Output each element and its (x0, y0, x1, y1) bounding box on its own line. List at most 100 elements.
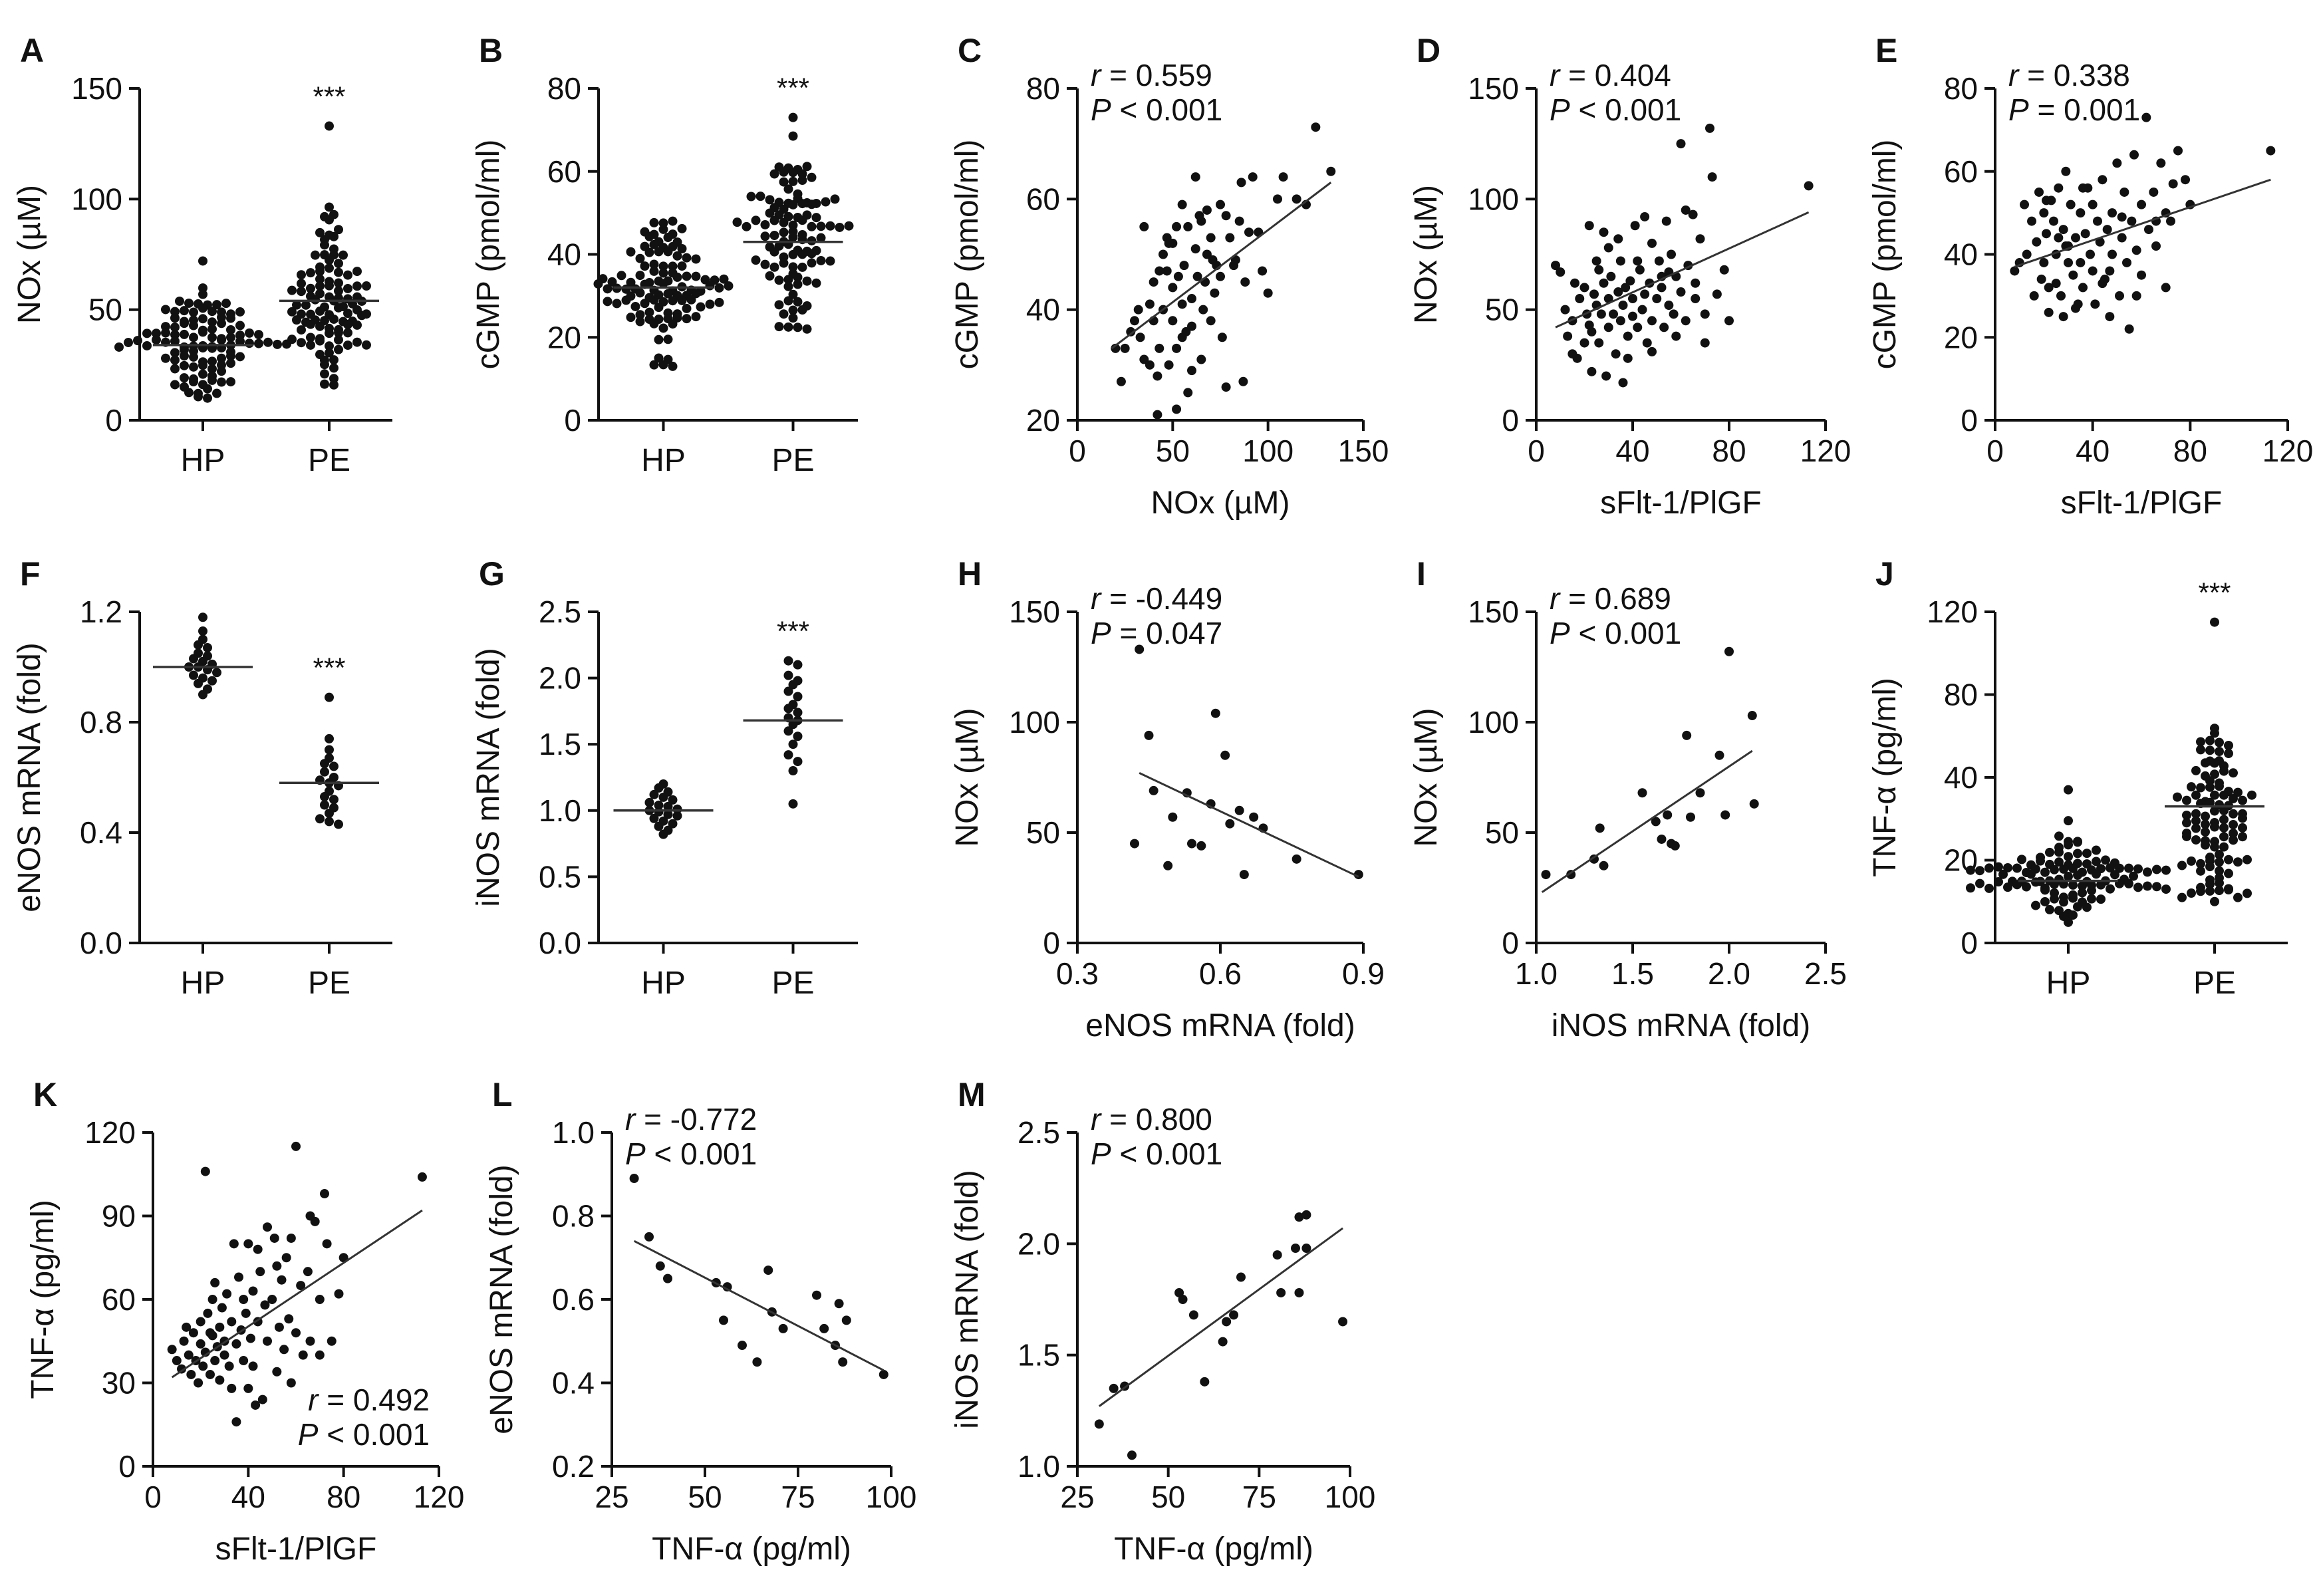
data-point (788, 766, 798, 776)
data-point (760, 259, 770, 269)
data-point (1179, 261, 1189, 271)
p-symbol: P (2008, 92, 2029, 127)
y-tick-label: 2.5 (1018, 1115, 1060, 1150)
r-symbol: r (1550, 58, 1561, 92)
data-point (325, 263, 334, 273)
data-point (2040, 867, 2050, 877)
data-point (788, 313, 798, 323)
panel-g: G 0.0 0.5 1.0 1.5 2.0 2.5 iNOS mRNA (fold) HP PE *… (471, 555, 858, 1001)
data-point (334, 328, 343, 338)
data-point (835, 222, 845, 232)
data-point (152, 335, 161, 345)
data-point (1637, 788, 1647, 798)
data-point (2039, 208, 2049, 218)
x-tick-label: 75 (1242, 1480, 1276, 1514)
r-value: -0.449 (1136, 581, 1222, 616)
data-point (334, 267, 343, 277)
data-point (788, 176, 798, 186)
data-point (322, 1239, 332, 1249)
x-tick-label: 40 (231, 1480, 265, 1514)
data-point (2191, 765, 2201, 775)
data-point (254, 330, 263, 340)
data-point (2039, 257, 2049, 267)
data-point (177, 1364, 186, 1374)
r-statistic: r = 0.338 (2008, 58, 2130, 92)
data-point (2082, 902, 2092, 912)
regression-line (1555, 211, 1810, 329)
r-equals: = (1101, 1102, 1135, 1136)
data-point (172, 1356, 182, 1366)
data-point (297, 325, 306, 335)
data-point (797, 215, 807, 225)
data-point (281, 1253, 291, 1263)
data-point (672, 272, 682, 282)
data-point (2182, 818, 2191, 828)
panel-b: B 0 20 40 60 80 cGMP (pmol/ml) HP PE *** (471, 32, 858, 478)
data-point (677, 295, 687, 305)
data-point (315, 1350, 325, 1360)
y-tick-label: 0 (118, 1449, 136, 1484)
data-point (2061, 166, 2071, 176)
data-point (649, 789, 659, 799)
data-point (1353, 870, 1363, 880)
data-point (2166, 216, 2175, 226)
data-point (788, 739, 798, 749)
data-point (2022, 882, 2031, 892)
y-tick-label: 20 (1944, 320, 1978, 354)
data-point (1187, 366, 1196, 376)
data-point (2210, 617, 2219, 627)
data-point (194, 1378, 204, 1388)
data-point (2201, 758, 2210, 768)
data-point (2210, 822, 2219, 832)
significance-label: *** (313, 81, 345, 112)
data-point (1994, 877, 2003, 887)
data-point (2098, 279, 2108, 289)
y-tick-label: 0 (105, 403, 122, 438)
data-point (1657, 283, 1667, 293)
data-point (325, 329, 334, 338)
data-point (2243, 888, 2252, 898)
data-point (1575, 294, 1585, 304)
data-point (198, 626, 207, 636)
data-point (778, 1323, 788, 1333)
data-point (2020, 200, 2029, 209)
data-point (1217, 332, 1227, 342)
p-symbol: P (298, 1417, 319, 1452)
x-axis-label: sFlt-1/PlGF (215, 1531, 377, 1567)
data-point (811, 213, 821, 223)
data-point (668, 361, 678, 371)
data-point (2017, 855, 2026, 864)
y-axis-label: NOx (µM) (950, 708, 985, 847)
data-point (793, 757, 803, 767)
data-point (1707, 172, 1717, 182)
data-point (1278, 172, 1288, 182)
y-tick-label: 0.0 (80, 926, 122, 960)
data-point (1178, 1295, 1188, 1304)
data-point (245, 338, 254, 348)
data-point (1130, 316, 1139, 326)
data-point (1601, 371, 1611, 381)
data-point (1623, 331, 1633, 341)
p-space (1111, 1136, 1120, 1171)
data-point (788, 131, 798, 141)
data-point (2233, 857, 2243, 867)
data-point (1615, 256, 1625, 266)
data-point (825, 256, 835, 266)
data-point (2238, 813, 2247, 823)
panel-d: D 0 50 100 150 NOx (µM) 0 40 80 120 sFlt-1/PlGF r =… (1409, 32, 1851, 521)
data-point (298, 1350, 308, 1360)
data-point (226, 332, 235, 342)
data-point (305, 1336, 315, 1346)
x-tick-label: 0 (1986, 434, 2004, 468)
data-point (1652, 294, 1662, 304)
data-point (2205, 776, 2215, 786)
data-point (682, 314, 692, 324)
data-point (2022, 249, 2032, 259)
data-point (2131, 291, 2141, 301)
data-point (2173, 146, 2183, 156)
data-point (2090, 299, 2100, 309)
data-point (763, 1265, 773, 1275)
x-tick-label: 40 (1615, 434, 1649, 468)
significance-label: *** (313, 652, 345, 684)
y-tick-label: 100 (1468, 705, 1519, 739)
